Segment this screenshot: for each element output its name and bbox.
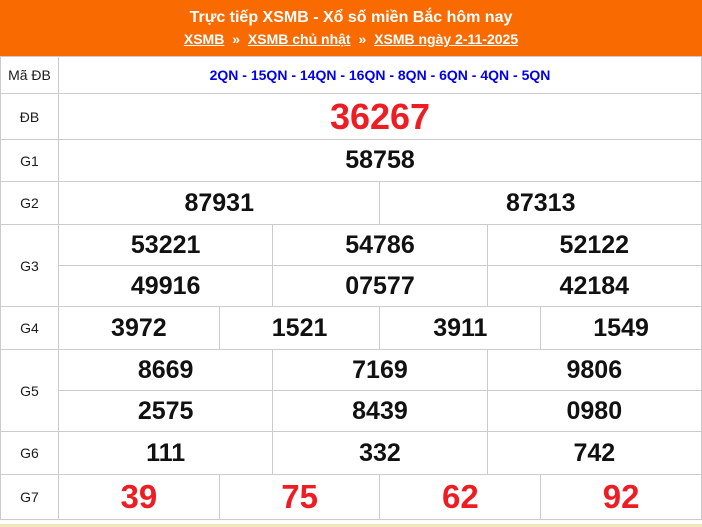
prize-g3-value: 52122 xyxy=(486,224,702,266)
row-label-g3: G3 xyxy=(0,224,59,307)
prize-g4-value: 1549 xyxy=(540,306,702,350)
prize-g3-value: 07577 xyxy=(272,265,488,307)
breadcrumb-link-xsmb[interactable]: XSMB xyxy=(183,31,225,47)
row-g4: G4 3972 1521 3911 1549 xyxy=(0,306,702,350)
prize-g3-value: 49916 xyxy=(57,265,274,307)
row-label-g5: G5 xyxy=(0,349,59,432)
prize-g7-value: 39 xyxy=(58,474,220,520)
row-g3-line2: 49916 07577 42184 xyxy=(1,265,702,307)
row-g3-line1: G3 53221 54786 52122 xyxy=(0,224,702,307)
prize-g3-value: 53221 xyxy=(57,224,274,266)
row-ma-db: Mã ĐB 2QN - 15QN - 14QN - 16QN - 8QN - 6… xyxy=(0,56,702,94)
prize-g4-value: 1521 xyxy=(218,306,381,350)
row-label-g4: G4 xyxy=(0,306,59,350)
prize-g6-value: 742 xyxy=(486,431,702,475)
row-label-g2: G2 xyxy=(0,181,59,225)
breadcrumb-link-xsmb-chu-nhat[interactable]: XSMB chủ nhật xyxy=(247,31,351,47)
prize-db-value: 36267 xyxy=(58,93,702,140)
prize-g3-value: 42184 xyxy=(486,265,702,307)
prize-g4-value: 3972 xyxy=(58,306,220,350)
breadcrumb-separator: » xyxy=(232,31,241,47)
row-g5-line2: 2575 8439 0980 xyxy=(1,390,702,432)
row-label-g6: G6 xyxy=(0,431,59,475)
breadcrumb: XSMB » XSMB chủ nhật » XSMB ngày 2-11-20… xyxy=(0,30,702,48)
row-g5-line1: G5 8669 7169 9806 xyxy=(0,349,702,432)
row-label-db: ĐB xyxy=(0,93,59,140)
prize-g5-value: 7169 xyxy=(272,349,488,391)
breadcrumb-link-xsmb-ngay[interactable]: XSMB ngày 2-11-2025 xyxy=(374,31,519,47)
row-g1: G1 58758 xyxy=(0,139,702,182)
breadcrumb-separator: » xyxy=(358,31,367,47)
prize-g6-value: 332 xyxy=(272,431,488,475)
prize-g4-value: 3911 xyxy=(379,306,542,350)
page-header: Trực tiếp XSMB - Xổ số miền Bắc hôm nay … xyxy=(0,0,702,56)
row-g7: G7 39 75 62 92 xyxy=(0,474,702,520)
prize-g2-value: 87313 xyxy=(379,181,702,225)
prize-g2-value: 87931 xyxy=(57,181,381,225)
prize-g5-value: 9806 xyxy=(486,349,702,391)
prize-g7-value: 75 xyxy=(218,474,381,520)
row-g6: G6 111 332 742 xyxy=(0,431,702,475)
prize-g7-value: 62 xyxy=(379,474,542,520)
prize-g7-value: 92 xyxy=(540,474,702,520)
row-label-g1: G1 xyxy=(0,139,59,182)
prize-g5-value: 8669 xyxy=(57,349,274,391)
prize-g5-value: 2575 xyxy=(57,390,274,432)
row-g2: G2 87931 87313 xyxy=(0,181,702,225)
prize-g1-value: 58758 xyxy=(58,139,702,182)
prize-g5-value: 8439 xyxy=(272,390,488,432)
ma-db-value: 2QN - 15QN - 14QN - 16QN - 8QN - 6QN - 4… xyxy=(58,56,702,94)
prize-g5-value: 0980 xyxy=(486,390,702,432)
row-db: ĐB 36267 xyxy=(0,93,702,140)
bottom-strip xyxy=(0,524,702,527)
results-table: Mã ĐB 2QN - 15QN - 14QN - 16QN - 8QN - 6… xyxy=(0,56,702,520)
row-label-g7: G7 xyxy=(0,474,59,520)
prize-g3-value: 54786 xyxy=(272,224,488,266)
row-label-ma-db: Mã ĐB xyxy=(0,56,59,94)
prize-g6-value: 111 xyxy=(57,431,274,475)
page-title: Trực tiếp XSMB - Xổ số miền Bắc hôm nay xyxy=(189,9,513,26)
